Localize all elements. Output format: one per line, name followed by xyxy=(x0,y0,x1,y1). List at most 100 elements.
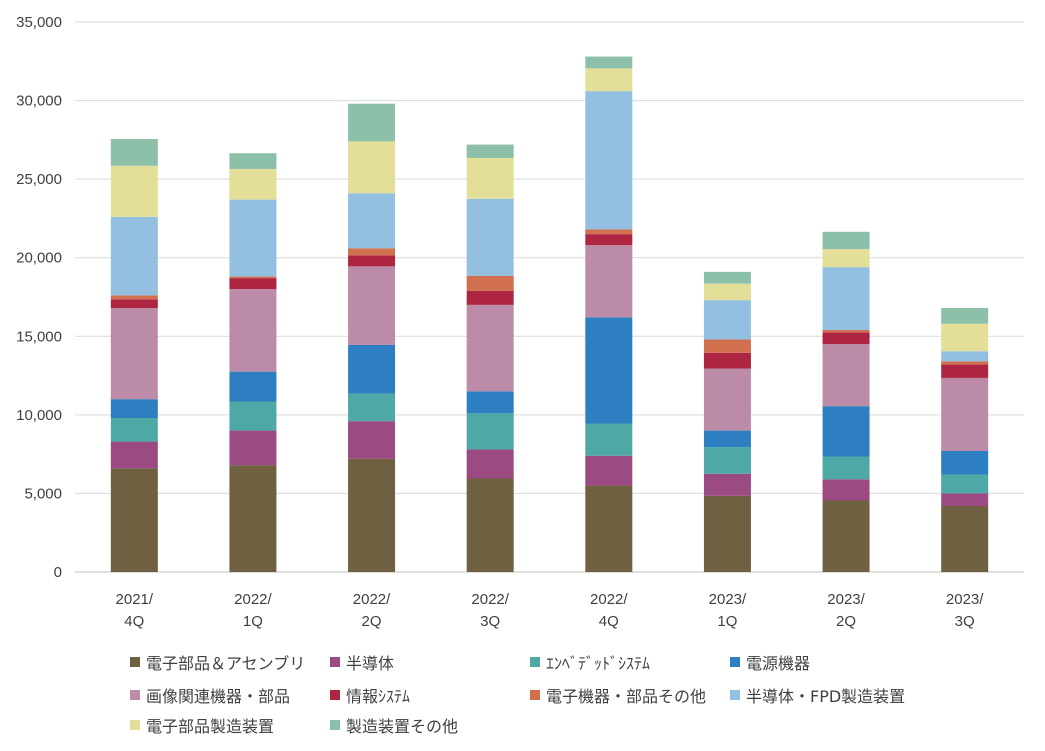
bar-segment xyxy=(703,339,751,353)
bar-segment xyxy=(466,449,514,479)
legend-item: 画像関連機器・部品 xyxy=(130,683,290,707)
x-tick-label: 2021/4Q xyxy=(116,591,154,630)
x-tick-label: 2022/3Q xyxy=(471,591,509,630)
bar-segment xyxy=(229,153,277,169)
gridlines xyxy=(75,21,1024,573)
bar-segment xyxy=(585,229,633,235)
x-tick-label: 2023/3Q xyxy=(946,591,984,630)
bar-segment xyxy=(822,406,870,457)
legend-label: ｴﾝﾍﾞﾃﾞｯﾄﾞｼｽﾃﾑ xyxy=(546,654,651,673)
bar-segment xyxy=(585,91,633,230)
bar-segment xyxy=(110,216,158,296)
y-tick-label: 5,000 xyxy=(24,485,62,502)
bar-segment xyxy=(110,299,158,308)
bars xyxy=(110,56,989,572)
bar-segment xyxy=(703,352,751,369)
bar-segment xyxy=(466,290,514,305)
bar-segment xyxy=(941,351,989,362)
bar-segment xyxy=(822,332,870,345)
legend-item: 電子部品製造装置 xyxy=(130,713,274,737)
bar-segment xyxy=(348,266,396,345)
bar-segment xyxy=(585,455,633,486)
bar-segment xyxy=(703,283,751,301)
legend-item: 電源機器 xyxy=(730,650,810,674)
y-tick-label: 10,000 xyxy=(16,407,62,424)
bar-segment xyxy=(110,295,158,300)
legend-label: 電子部品製造装置 xyxy=(146,717,275,736)
bar-segment xyxy=(110,399,158,418)
legend-item: 半導体・FPD製造装置 xyxy=(730,683,905,707)
bar-segment xyxy=(348,141,396,194)
legend-swatch xyxy=(730,657,740,667)
bar-segment xyxy=(585,234,633,246)
bar-segment xyxy=(229,289,277,372)
bar-segment xyxy=(822,456,870,480)
legend-swatch xyxy=(130,690,140,700)
legend-label: 半導体 xyxy=(346,654,395,673)
bar-segment xyxy=(110,139,158,166)
bar-segment xyxy=(941,308,989,324)
x-axis: 2021/4Q 2022/1Q 2022/2Q 2022/3Q 2022/4Q 2023/… xyxy=(116,591,985,630)
bar-segment xyxy=(229,168,277,200)
bar-segment xyxy=(229,276,277,279)
y-tick-label: 0 xyxy=(54,564,62,581)
bar-segment xyxy=(585,485,633,572)
legend-item: ｴﾝﾍﾞﾃﾞｯﾄﾞｼｽﾃﾑ xyxy=(530,650,650,674)
y-tick-label: 15,000 xyxy=(16,328,62,345)
legend-label: 製造装置その他 xyxy=(346,717,459,736)
x-tick-label: 2023/1Q xyxy=(709,591,747,630)
bar-segment xyxy=(822,330,870,333)
bar-segment xyxy=(348,458,396,572)
legend-label: 電源機器 xyxy=(746,654,811,673)
bar-segment xyxy=(466,304,514,392)
bar-segment xyxy=(585,317,633,424)
bar-segment xyxy=(703,368,751,431)
x-tick-label: 2022/1Q xyxy=(234,591,272,630)
bar-segment xyxy=(585,423,633,456)
x-tick-label: 2022/4Q xyxy=(590,591,628,630)
bar-segment xyxy=(348,393,396,422)
bar-segment xyxy=(703,447,751,474)
legend-swatch xyxy=(330,690,340,700)
legend-item: 半導体 xyxy=(330,650,394,674)
bar-segment xyxy=(110,441,158,469)
bar-segment xyxy=(941,323,989,352)
bar-segment xyxy=(941,493,989,506)
bar-segment xyxy=(466,413,514,450)
legend-swatch xyxy=(330,657,340,667)
bar-segment xyxy=(229,278,277,290)
bar-segment xyxy=(229,371,277,402)
legend-swatch xyxy=(730,690,740,700)
bar-segment xyxy=(822,231,870,250)
bar-segment xyxy=(941,377,989,451)
bar-segment xyxy=(348,255,396,267)
bar-segment xyxy=(941,506,989,572)
legend-swatch xyxy=(330,720,340,730)
x-tick-label: 2022/2Q xyxy=(353,591,391,630)
bar-segment xyxy=(941,361,989,365)
bar-segment xyxy=(466,275,514,291)
legend-label: 半導体・FPD製造装置 xyxy=(746,687,906,706)
bar-segment xyxy=(466,144,514,158)
bar-segment xyxy=(229,430,277,466)
bar-segment xyxy=(348,248,396,256)
bar-segment xyxy=(941,474,989,494)
legend-item: 電子機器・部品その他 xyxy=(530,683,706,707)
bar-segment xyxy=(941,451,989,475)
legend-label: 電子部品＆アセンブリ xyxy=(146,654,306,673)
bar-segment xyxy=(941,364,989,378)
bar-segment xyxy=(466,391,514,414)
bar-segment xyxy=(466,157,514,199)
y-tick-label: 35,000 xyxy=(16,14,62,31)
bar-segment xyxy=(348,421,396,459)
bar-segment xyxy=(110,468,158,572)
bar-segment xyxy=(703,430,751,448)
bar-segment xyxy=(585,245,633,318)
bar-segment xyxy=(822,267,870,330)
bar-segment xyxy=(466,478,514,572)
legend-label: 情報ｼｽﾃﾑ xyxy=(346,687,411,706)
bar-segment xyxy=(229,465,277,572)
legend-swatch xyxy=(130,720,140,730)
legend-swatch xyxy=(530,657,540,667)
bar-segment xyxy=(110,308,158,400)
